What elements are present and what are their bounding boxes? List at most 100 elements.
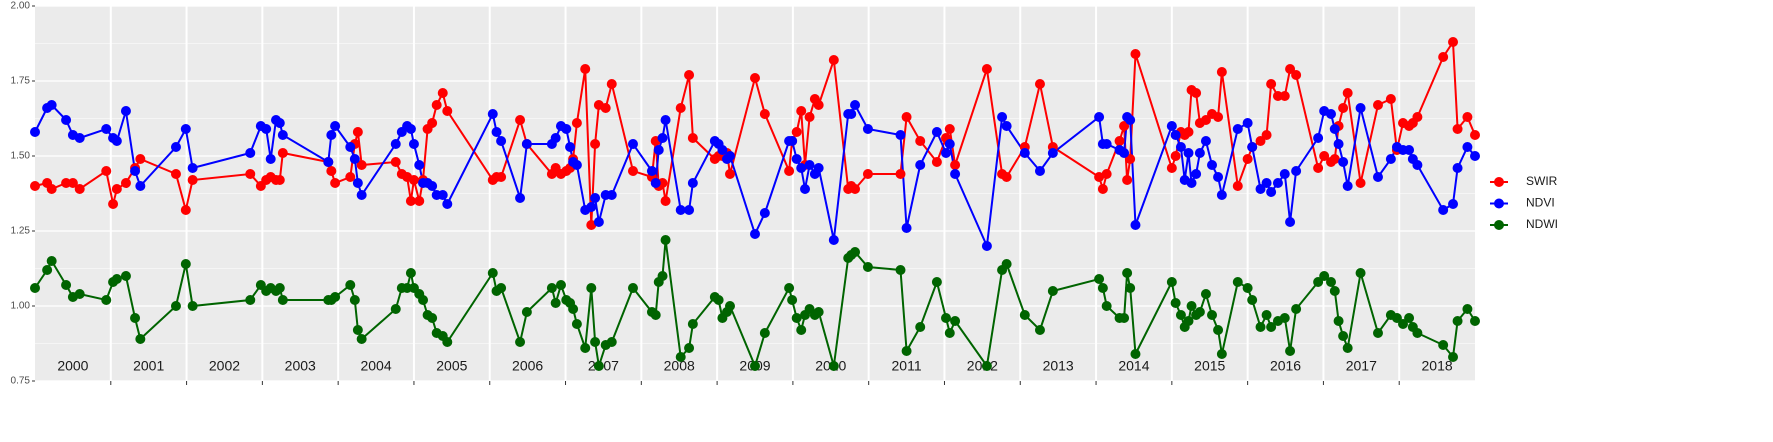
point [1101,169,1112,179]
point [1130,49,1141,59]
point [1094,274,1105,284]
point [431,100,442,110]
point [813,100,824,110]
point [1342,88,1353,98]
point [515,337,526,347]
point [1122,268,1133,278]
point [813,163,824,173]
point [1183,316,1194,326]
point [1266,187,1277,197]
point [1279,313,1290,323]
legend-marker [1494,177,1504,187]
point [442,337,453,347]
point [30,181,40,191]
point [170,142,181,152]
point [546,283,557,293]
point [1194,307,1205,317]
point [1232,181,1243,191]
point [550,298,561,308]
point [1247,295,1258,305]
point [1101,301,1112,311]
point [1194,148,1205,158]
point [561,124,572,134]
point [944,328,955,338]
point [791,313,802,323]
point [111,274,122,284]
point [345,142,356,152]
point [1216,349,1227,359]
point [1385,154,1396,164]
point [30,127,40,137]
point [46,256,57,266]
point [1385,94,1396,104]
point [565,142,576,152]
point [940,148,951,158]
point [646,166,657,176]
point [1019,310,1030,320]
point [101,295,112,305]
point [1355,268,1366,278]
point [1285,217,1296,227]
point [590,139,601,149]
point [61,280,72,290]
point [590,337,601,347]
point [850,247,861,257]
point [111,136,122,146]
point [1438,205,1449,215]
point [724,169,735,179]
point [265,154,276,164]
point [1404,313,1415,323]
point [1272,178,1283,188]
point [931,157,942,167]
point [1242,118,1253,128]
point [1291,70,1302,80]
point [245,148,256,158]
x-tick-label: 2017 [1346,358,1377,374]
point [120,106,131,116]
point [1047,148,1058,158]
point [1175,310,1186,320]
point [356,160,367,170]
y-tick-label: 1.75 [11,76,31,87]
point [675,103,686,113]
point [405,124,416,134]
point [1412,160,1423,170]
point [427,118,438,128]
point [61,115,72,125]
point [1094,112,1105,122]
point [684,70,695,80]
point [1213,112,1224,122]
point [657,133,668,143]
point [390,139,401,149]
point [427,181,438,191]
point [1261,178,1272,188]
point [487,109,498,119]
point [442,199,453,209]
point [111,184,122,194]
point [687,133,698,143]
point [135,154,146,164]
point [600,103,611,113]
point [1313,133,1324,143]
point [261,124,272,134]
point [804,112,815,122]
point [274,175,285,185]
point [724,301,735,311]
point [650,178,661,188]
point [1462,112,1473,122]
point [1207,310,1218,320]
legend-marker [1494,198,1504,209]
point [850,100,861,110]
point [931,277,942,287]
point [950,169,961,179]
point [1452,163,1463,173]
point [180,205,191,215]
point [1130,220,1141,230]
point [1119,148,1130,158]
point [390,157,401,167]
point [108,199,119,209]
point [593,361,604,371]
point [1122,175,1133,185]
point [1175,142,1186,152]
